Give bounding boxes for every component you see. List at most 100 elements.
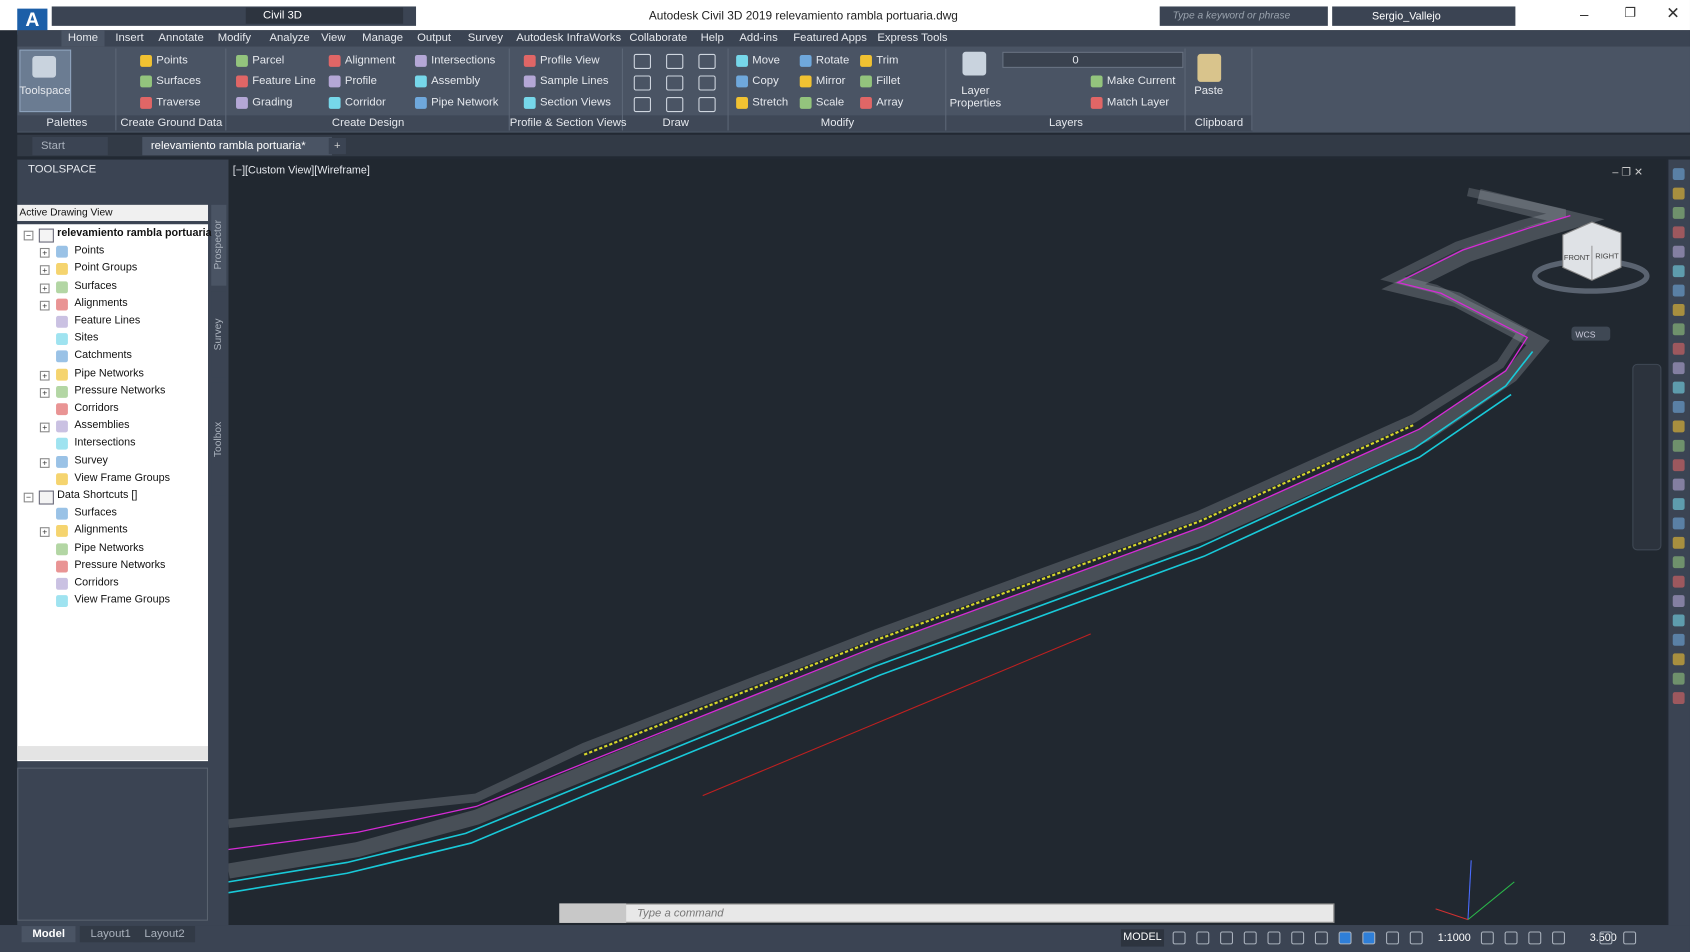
workspace-dropdown[interactable]: Civil 3D (245, 7, 404, 24)
tool-icon[interactable] (1672, 633, 1685, 646)
tree-node[interactable]: Points (74, 244, 105, 257)
ribbon-button[interactable]: Trim (876, 53, 899, 67)
ribbon-button[interactable]: Copy (752, 74, 779, 88)
tree-expander[interactable]: + (39, 370, 50, 381)
ucs-label[interactable]: WCS (1575, 329, 1595, 339)
tool-icon[interactable] (1672, 692, 1685, 704)
tree-expander[interactable]: + (39, 300, 50, 311)
tool-icon[interactable] (1672, 498, 1685, 510)
status-icon[interactable] (1267, 931, 1281, 945)
status-icon[interactable] (1291, 931, 1305, 945)
tree-node[interactable]: Intersections (74, 437, 136, 449)
model-space-toggle[interactable]: MODEL (1120, 929, 1165, 947)
ribbon-tab[interactable]: Collaborate (629, 31, 688, 45)
status-icon[interactable] (1528, 931, 1542, 945)
ribbon-tab[interactable]: Output (417, 31, 452, 45)
ribbon-button[interactable]: Traverse (156, 95, 201, 109)
ucs-menu[interactable] (1571, 326, 1611, 341)
draw-tool[interactable] (698, 75, 716, 91)
tree-node[interactable]: Pressure Networks (74, 384, 166, 397)
tree-scrollbar[interactable] (17, 746, 209, 761)
tree-node[interactable]: Data Shortcuts [] (57, 489, 138, 502)
layout-tab[interactable]: Model (21, 926, 76, 943)
tree-node[interactable]: Surfaces (74, 279, 117, 292)
panel-label[interactable]: Layers (1048, 116, 1083, 130)
tool-icon[interactable] (1672, 459, 1685, 472)
ribbon-tab[interactable]: Help (700, 31, 724, 45)
viewcube-right[interactable]: RIGHT (1595, 252, 1619, 261)
side-tab[interactable]: Prospector (211, 204, 227, 286)
ribbon-tab[interactable]: Annotate (158, 31, 204, 45)
ribbon-tab[interactable]: View (321, 31, 346, 45)
viewport-label[interactable]: [−][Custom View][Wireframe] (233, 165, 370, 177)
big-button-label[interactable]: Paste (1194, 84, 1224, 98)
status-icon[interactable] (1623, 931, 1637, 945)
ribbon-tab[interactable]: Featured Apps (793, 31, 867, 45)
tool-icon[interactable] (1672, 536, 1685, 549)
tree-node[interactable]: Feature Lines (74, 314, 141, 327)
status-icon[interactable] (1220, 931, 1234, 945)
draw-tool[interactable] (633, 97, 651, 113)
tool-icon[interactable] (1672, 245, 1685, 258)
tree-expander[interactable]: + (39, 248, 50, 258)
tree-expander[interactable]: + (39, 283, 50, 293)
status-icon[interactable] (1599, 931, 1613, 945)
tree-node[interactable]: relevamiento rambla portuaria (57, 227, 212, 240)
command-input[interactable]: Type a command (636, 906, 724, 920)
ribbon-button[interactable]: Section Views (539, 95, 611, 109)
tree-node[interactable]: Point Groups (74, 262, 138, 275)
tool-icon[interactable] (1672, 168, 1685, 181)
ribbon-button[interactable]: Surfaces (156, 74, 201, 88)
ribbon-button[interactable]: Fillet (876, 74, 901, 88)
tree-node[interactable]: Corridors (74, 576, 119, 589)
ribbon-button[interactable]: Grading (252, 95, 293, 109)
tree-node[interactable]: Pressure Networks (74, 559, 166, 572)
ribbon-tab[interactable]: Modify (217, 31, 252, 45)
tool-icon[interactable] (1672, 517, 1685, 530)
tree-node[interactable]: Sites (74, 332, 99, 345)
status-icon[interactable] (1552, 931, 1565, 945)
ribbon-button[interactable]: Sample Lines (539, 74, 609, 88)
status-icon[interactable] (1196, 931, 1210, 945)
user-name[interactable]: Sergio_Vallejo (1372, 10, 1441, 23)
tool-icon[interactable] (1672, 439, 1685, 452)
ribbon-button[interactable]: Profile (344, 74, 377, 88)
tool-icon[interactable] (1672, 265, 1685, 278)
panel-label[interactable]: Create Design (331, 116, 405, 130)
tree-expander[interactable]: + (39, 527, 50, 538)
ribbon-tab[interactable]: Express Tools (877, 31, 948, 45)
status-icon[interactable] (1386, 931, 1399, 945)
ribbon-button[interactable]: Profile View (539, 53, 600, 67)
tree-node[interactable]: Alignments (74, 297, 128, 310)
status-icon[interactable] (1409, 931, 1423, 945)
draw-tool[interactable] (633, 53, 651, 69)
big-button-label[interactable]: Toolspace (19, 84, 71, 98)
tool-icon[interactable] (1672, 206, 1685, 219)
ribbon-button[interactable]: Stretch (752, 95, 789, 109)
search-box[interactable]: Type a keyword or phrase (1172, 9, 1291, 22)
ribbon-button[interactable]: Scale (815, 95, 845, 109)
viewport-controls[interactable]: – ❐ ✕ (1612, 167, 1643, 179)
status-icon[interactable] (1243, 931, 1257, 945)
annotation-scale[interactable]: 1:1000 (1437, 932, 1471, 945)
tool-icon[interactable] (1672, 304, 1685, 316)
ribbon-button[interactable]: Rotate (815, 53, 850, 67)
status-icon[interactable] (1338, 931, 1352, 945)
new-tab-button[interactable]: + (328, 137, 346, 155)
ribbon-tab[interactable]: Autodesk InfraWorks (516, 31, 622, 45)
panel-label[interactable]: Profile & Section Views (509, 116, 627, 130)
tree-node[interactable]: Alignments (74, 524, 128, 537)
status-icon[interactable] (1314, 931, 1328, 945)
tool-icon[interactable] (1672, 575, 1685, 588)
ribbon-button[interactable]: Feature Line (252, 74, 316, 88)
ribbon-tab[interactable]: Home (61, 30, 105, 47)
draw-tool[interactable] (698, 97, 716, 113)
ribbon-tab[interactable]: Analyze (269, 31, 310, 45)
tool-icon[interactable] (1672, 478, 1685, 491)
tree-expander[interactable]: + (39, 457, 50, 468)
ribbon-button[interactable]: Intersections (431, 53, 496, 67)
tree-expander[interactable]: + (39, 387, 50, 398)
tree-expander[interactable]: + (39, 265, 50, 276)
tool-icon[interactable] (1672, 556, 1685, 569)
close-button[interactable]: ✕ (1666, 4, 1680, 23)
